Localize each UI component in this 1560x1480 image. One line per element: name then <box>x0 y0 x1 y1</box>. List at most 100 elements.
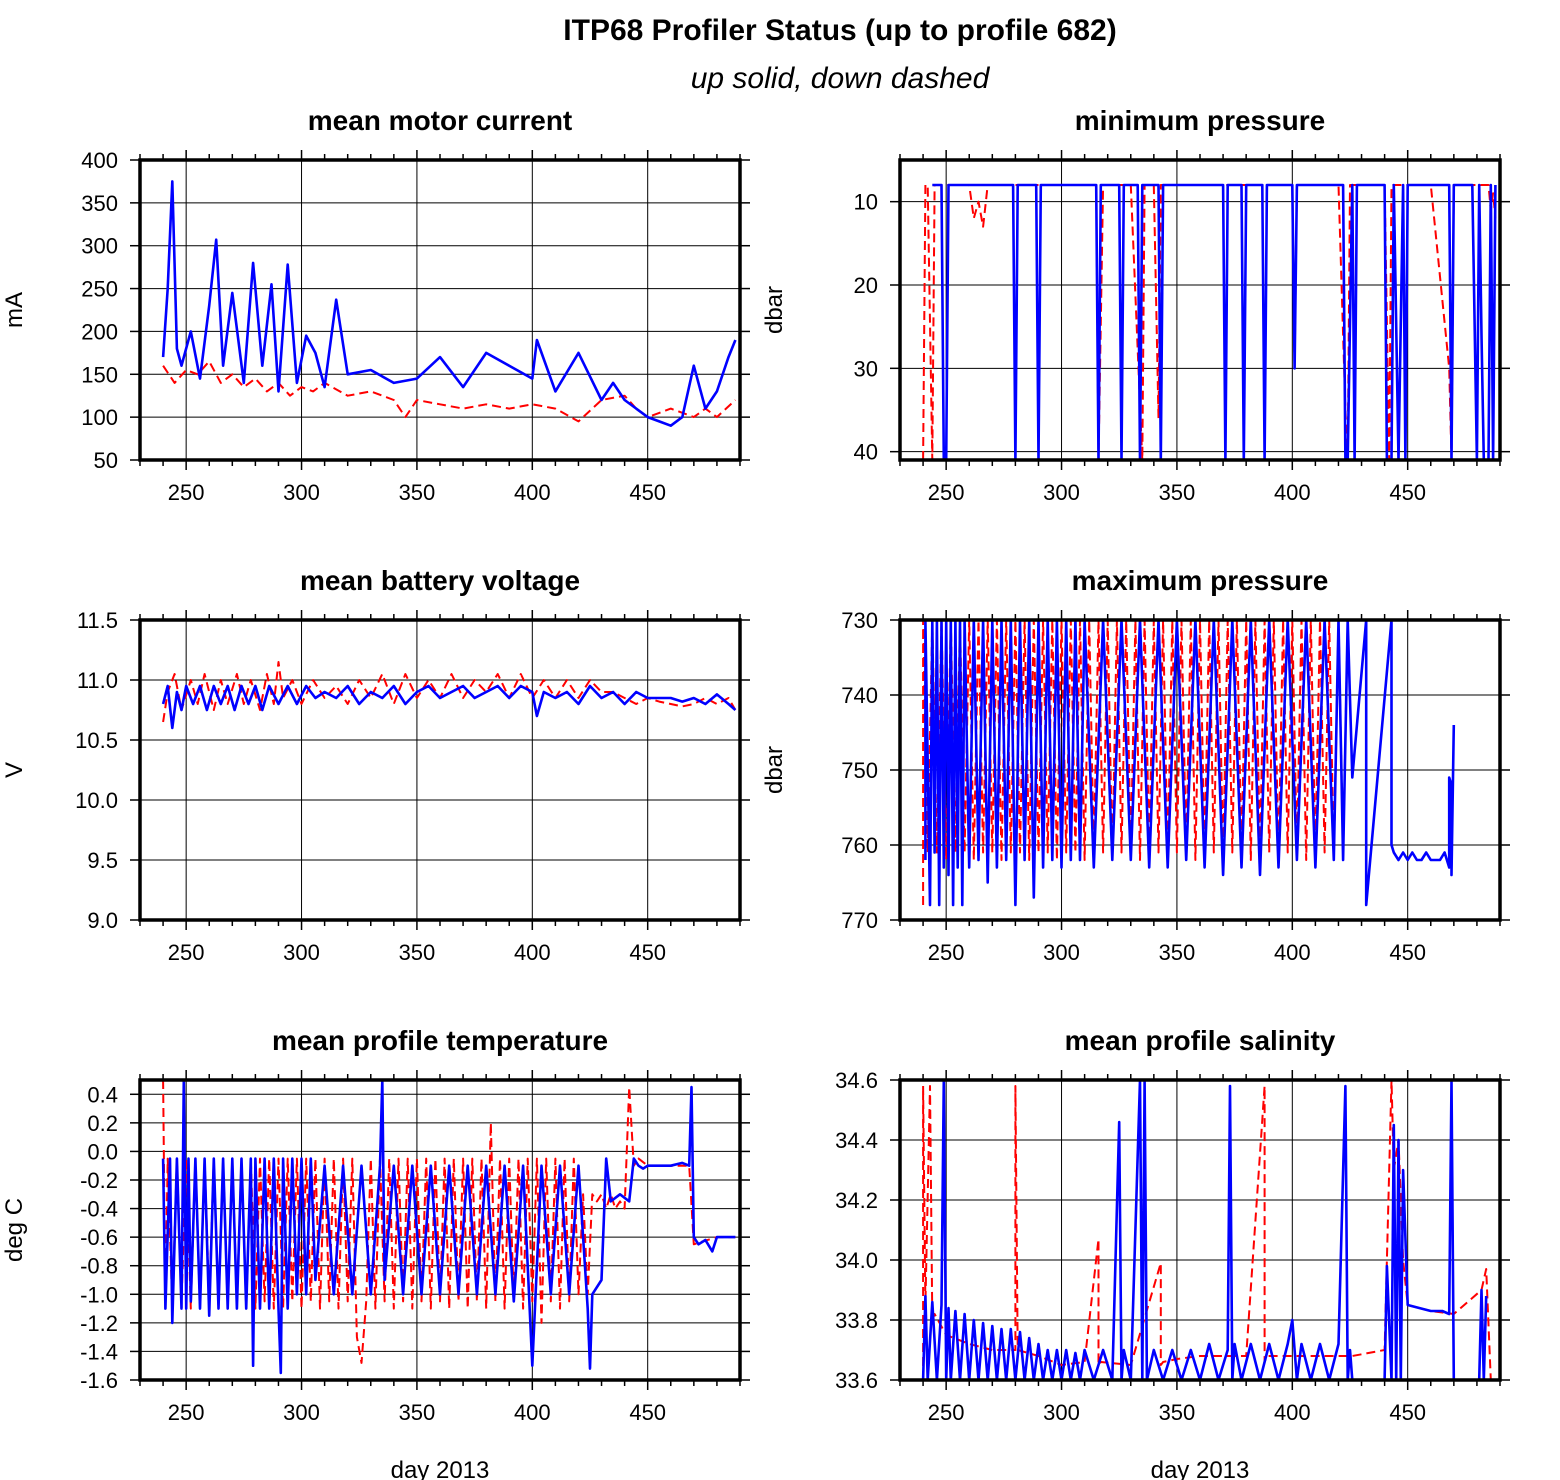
x-tick-label: 300 <box>1043 1400 1080 1425</box>
gridlines <box>900 160 1500 460</box>
y-tick-label: 750 <box>841 758 878 783</box>
y-tick-label: -0.6 <box>80 1225 118 1250</box>
panel-title: mean profile temperature <box>272 1025 608 1056</box>
x-tick-label: 250 <box>168 480 205 505</box>
y-tick-label: 10.5 <box>75 728 118 753</box>
series-group <box>922 183 1497 460</box>
y-tick-label: 730 <box>841 608 878 633</box>
y-tick-label: 10 <box>854 190 878 215</box>
panel-title: mean battery voltage <box>300 565 580 596</box>
plot-frame <box>138 618 742 922</box>
y-tick-label: 400 <box>81 148 118 173</box>
x-tick-label: 450 <box>629 940 666 965</box>
panels: mean motor current 250 300 350 400 450 50 100 15… <box>1 105 1510 1480</box>
y-tick-label: 9.5 <box>87 848 118 873</box>
x-tick-label: 350 <box>399 480 436 505</box>
x-tick-label: 400 <box>514 480 551 505</box>
y-tick-label: -1.0 <box>80 1282 118 1307</box>
series-group <box>921 1080 1492 1380</box>
chart-panel-3: mean battery voltage 250 300 350 400 450 9.0 9.… <box>1 565 750 965</box>
plot-frame <box>898 158 1502 462</box>
figure-subtitle: up solid, down dashed <box>691 62 991 95</box>
plot-frame <box>138 1078 742 1382</box>
gridlines <box>140 620 740 920</box>
series-up-line <box>161 1080 736 1375</box>
panel-title: mean motor current <box>308 105 573 136</box>
y-tick-label: 20 <box>854 273 878 298</box>
y-tick-label: 250 <box>81 277 118 302</box>
y-axis-label: dbar <box>761 746 788 794</box>
x-tick-label: 450 <box>629 1400 666 1425</box>
plot-frame <box>898 618 1502 922</box>
series-group <box>922 620 1456 907</box>
panel-title: minimum pressure <box>1075 105 1326 136</box>
chart-panel-4: maximum pressure 250 300 350 400 450 730 740 750… <box>761 565 1510 965</box>
series-down-line <box>922 184 1497 460</box>
series-down-line <box>162 661 737 723</box>
series-group <box>161 180 737 428</box>
y-tick-label: 300 <box>81 234 118 259</box>
x-tick-label: 450 <box>629 480 666 505</box>
x-tick-label: 350 <box>1159 940 1196 965</box>
x-tick-label: 350 <box>1159 480 1196 505</box>
x-tick-label: 300 <box>283 940 320 965</box>
y-tick-label: -1.6 <box>80 1368 118 1393</box>
x-tick-label: 250 <box>928 480 965 505</box>
y-tick-label: 33.8 <box>835 1308 878 1333</box>
y-tick-label: 11.0 <box>77 668 118 693</box>
x-tick-label: 250 <box>168 1400 205 1425</box>
series-up-line <box>921 1080 1488 1380</box>
panel-title: mean profile salinity <box>1065 1025 1336 1056</box>
y-tick-label: -1.2 <box>80 1311 118 1336</box>
y-tick-label: 11.5 <box>77 608 118 633</box>
series-group <box>161 661 737 730</box>
y-tick-label: 740 <box>841 683 878 708</box>
plot-frame <box>898 1078 1502 1382</box>
series-down-line <box>162 360 737 423</box>
y-tick-label: 150 <box>81 362 118 387</box>
y-tick-label: -1.4 <box>80 1339 118 1364</box>
x-tick-label: 300 <box>1043 940 1080 965</box>
y-tick-label: 0.0 <box>87 1139 118 1164</box>
y-tick-label: 40 <box>854 440 878 465</box>
x-tick-label: 350 <box>1159 1400 1196 1425</box>
series-up-line <box>161 180 737 428</box>
y-tick-label: 200 <box>81 319 118 344</box>
y-tick-label: 30 <box>854 356 878 381</box>
y-tick-label: 33.6 <box>835 1368 878 1393</box>
chart-panel-2: minimum pressure 250 300 350 400 450 10 20 30 40 d… <box>761 105 1510 505</box>
y-axis-label: dbar <box>761 286 788 334</box>
chart-panel-1: mean motor current 250 300 350 400 450 50 100 15… <box>1 105 750 505</box>
chart-panel-6: mean profile salinity 250 300 350 400 450 33.6… <box>835 1025 1510 1480</box>
series-up-line <box>924 620 1456 907</box>
x-tick-label: 250 <box>928 940 965 965</box>
y-tick-label: -0.2 <box>80 1168 118 1193</box>
x-axis-label: day 2013 <box>1151 1457 1250 1480</box>
y-tick-label: 760 <box>841 833 878 858</box>
y-tick-label: -0.8 <box>80 1254 118 1279</box>
series-up-line <box>932 183 1497 460</box>
x-tick-label: 300 <box>283 480 320 505</box>
y-axis-label: deg C <box>1 1198 28 1262</box>
x-tick-label: 250 <box>168 940 205 965</box>
chart-panel-5: mean profile temperature 250 300 350 400 450 -… <box>1 1025 750 1480</box>
gridlines <box>900 1080 1500 1380</box>
x-tick-label: 450 <box>1389 940 1426 965</box>
plot-frame <box>138 158 742 462</box>
x-tick-label: 350 <box>399 940 436 965</box>
x-tick-label: 300 <box>283 1400 320 1425</box>
series-group <box>161 1080 736 1375</box>
y-tick-label: 100 <box>81 405 118 430</box>
x-tick-label: 450 <box>1389 1400 1426 1425</box>
y-tick-label: -0.4 <box>80 1197 118 1222</box>
series-up-line <box>161 684 737 730</box>
y-tick-label: 34.2 <box>835 1188 878 1213</box>
y-tick-label: 34.4 <box>835 1128 878 1153</box>
x-axis-label: day 2013 <box>391 1457 490 1480</box>
x-tick-label: 350 <box>399 1400 436 1425</box>
x-tick-label: 450 <box>1389 480 1426 505</box>
y-tick-label: 770 <box>841 908 878 933</box>
y-tick-label: 10.0 <box>75 788 118 813</box>
y-tick-label: 0.2 <box>87 1111 118 1136</box>
